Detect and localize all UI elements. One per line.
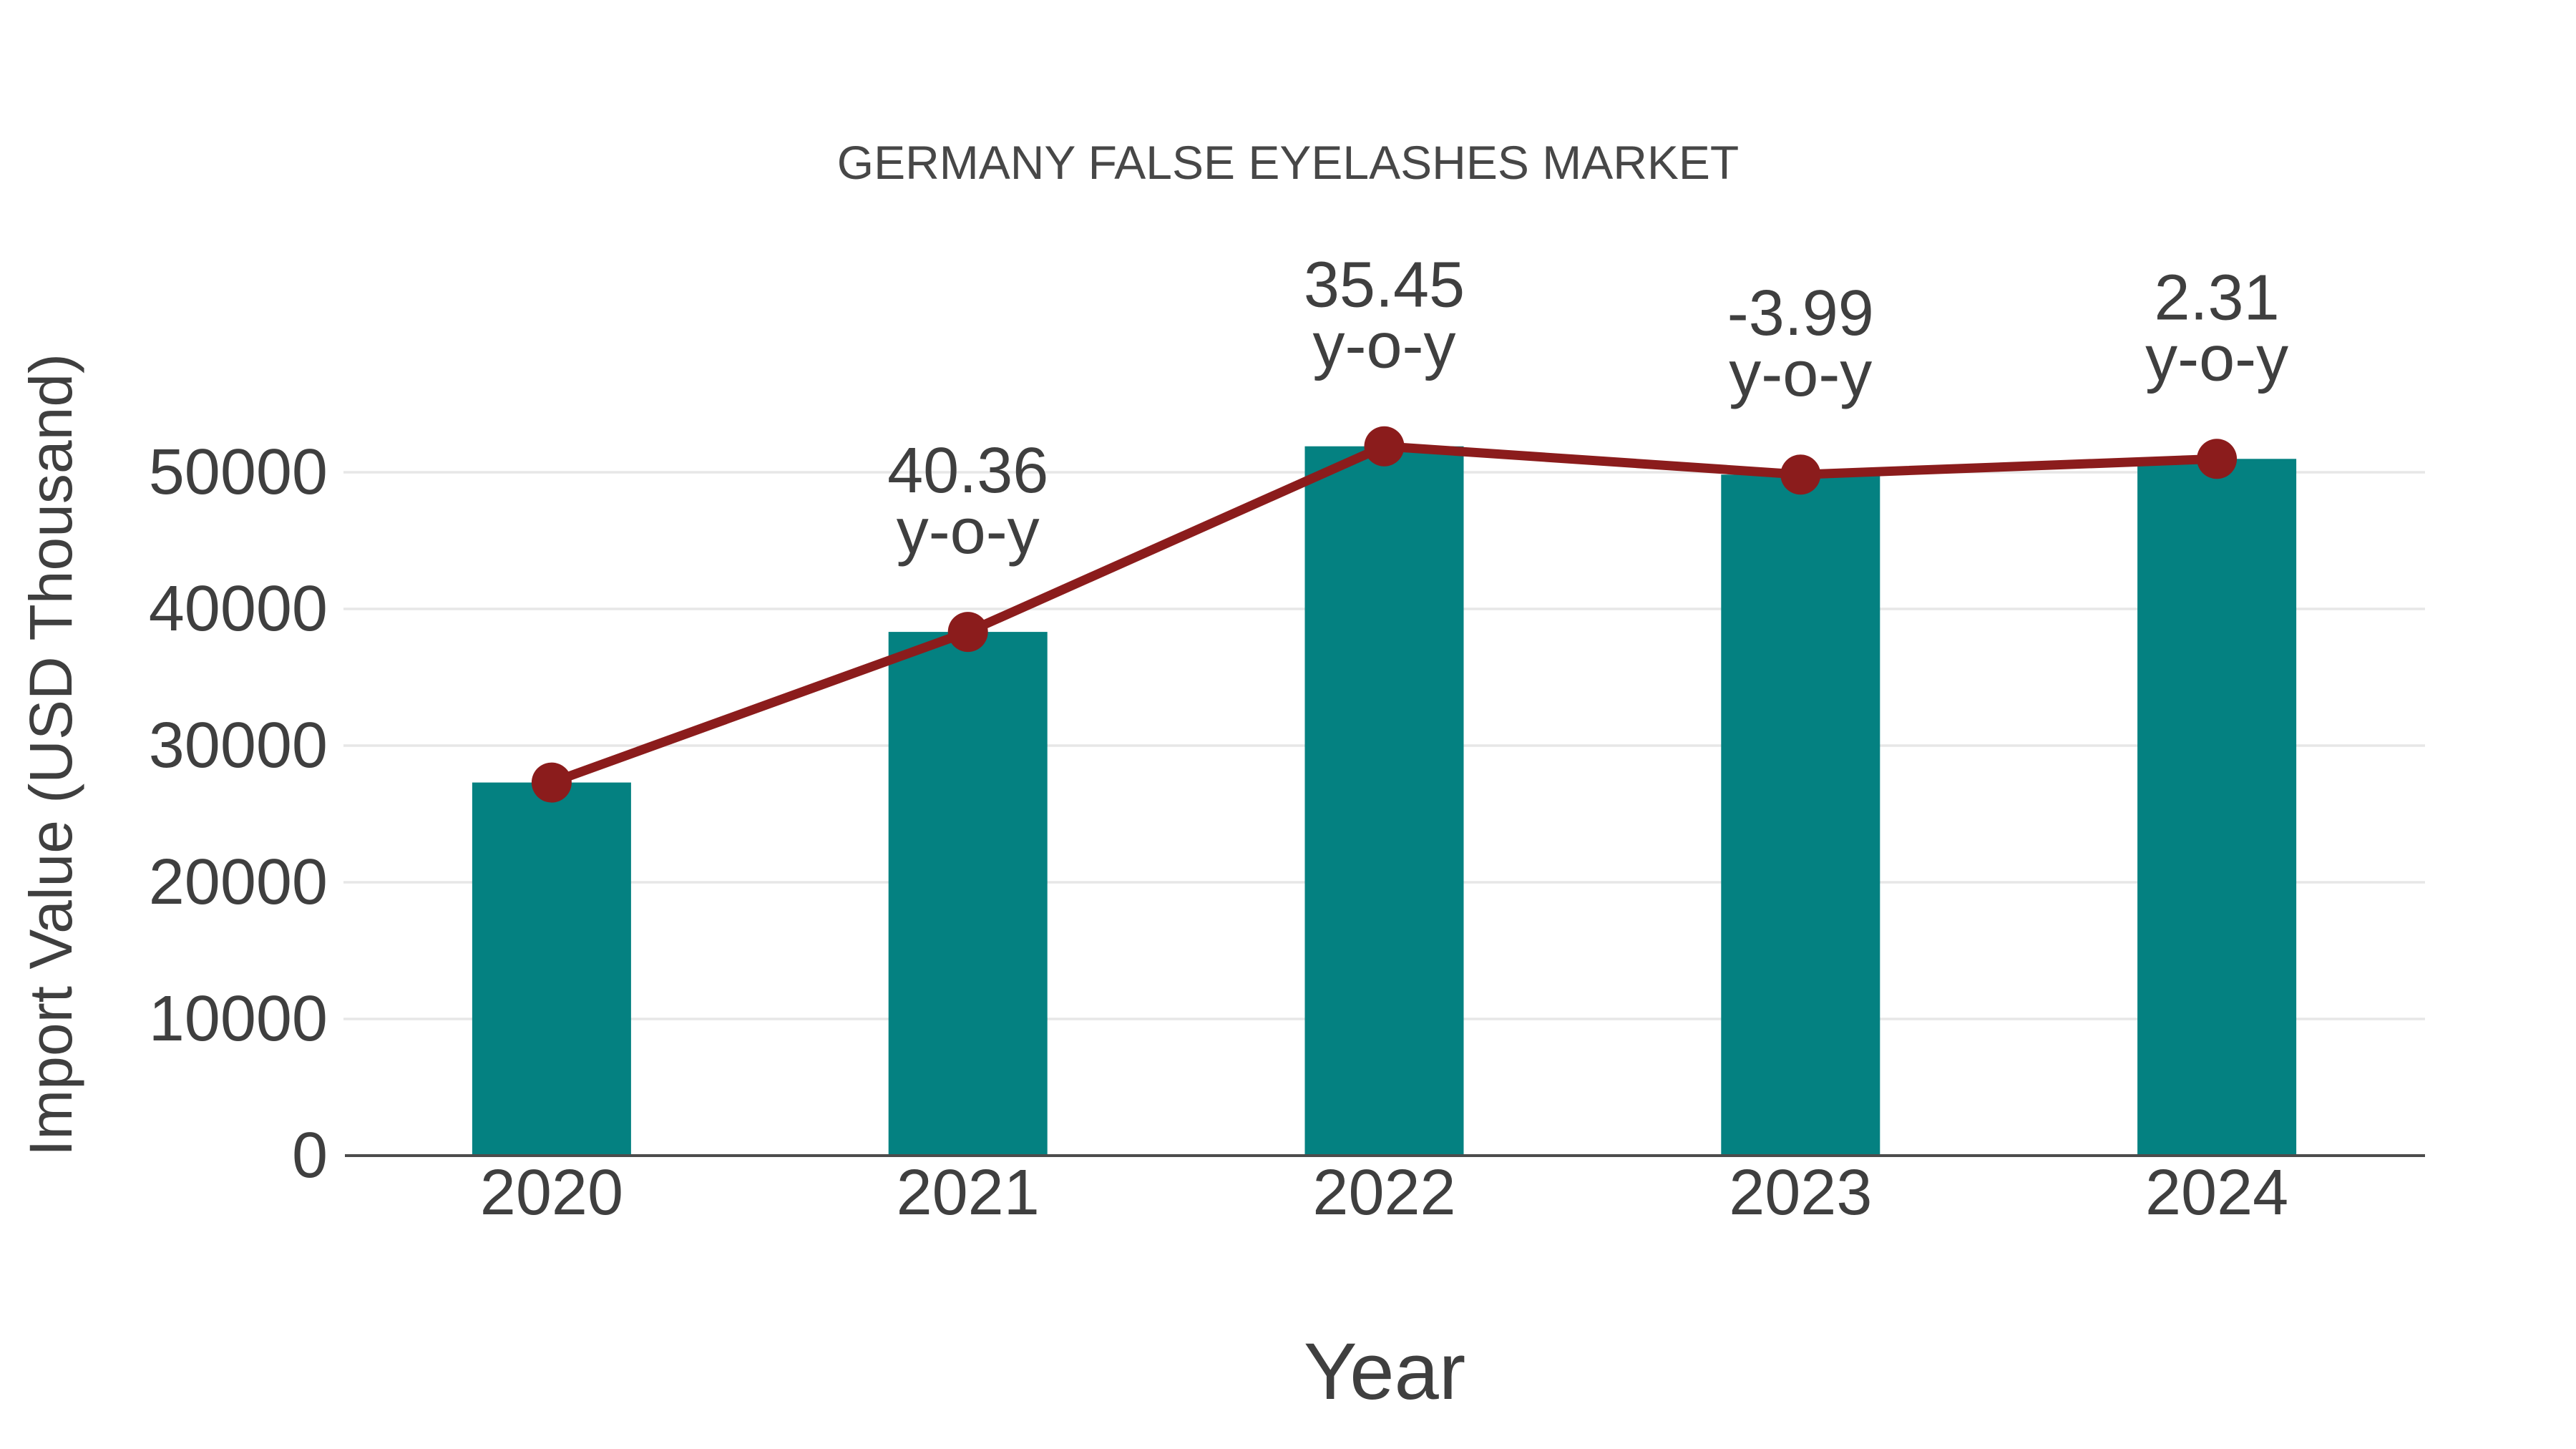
data-point-2024 <box>2197 439 2238 479</box>
chart-title: GERMANY FALSE EYELASHES MARKET <box>837 136 1740 189</box>
annotation-value-2023: -3.99 <box>1727 278 1874 349</box>
annotation-value-2022: 35.45 <box>1304 250 1465 321</box>
y-tick-label: 20000 <box>149 847 328 918</box>
data-point-2020 <box>531 762 572 803</box>
annotation-label-2023: y-o-y <box>1729 338 1872 410</box>
data-point-2022 <box>1364 426 1405 467</box>
trend-markers <box>531 426 2238 803</box>
data-point-2021 <box>947 612 988 653</box>
x-tick-label: 2020 <box>480 1157 623 1229</box>
annotation-label-2024: y-o-y <box>2145 323 2288 394</box>
x-tick-labels: 2020 2021 2022 2023 2024 <box>480 1157 2288 1229</box>
data-point-2023 <box>1780 454 1821 495</box>
annotation-value-2024: 2.31 <box>2155 262 2280 333</box>
y-tick-label: 30000 <box>149 710 328 781</box>
x-tick-label: 2021 <box>897 1157 1040 1229</box>
x-tick-label: 2024 <box>2145 1157 2288 1229</box>
y-tick-label: 50000 <box>149 436 328 508</box>
x-axis-title: Year <box>1304 1327 1465 1416</box>
annotations: 40.36y-o-y35.45y-o-y -3.99y-o-y2.31y-o-y <box>887 250 2288 567</box>
x-tick-label: 2023 <box>1729 1157 1872 1229</box>
bar-2023 <box>1721 474 1880 1156</box>
bar-2021 <box>888 632 1048 1156</box>
bars <box>472 446 2297 1156</box>
annotation-label-2022: y-o-y <box>1313 311 1456 382</box>
y-tick-labels: 0 10000 20000 30000 40000 50000 <box>149 436 328 1191</box>
y-axis-title: Import Value (USD Thousand) <box>17 353 84 1156</box>
y-tick-label: 40000 <box>149 573 328 645</box>
x-tick-label: 2022 <box>1312 1157 1455 1229</box>
annotation-value-2021: 40.36 <box>887 435 1048 507</box>
annotation-label-2021: y-o-y <box>897 496 1040 567</box>
y-tick-label: 0 <box>292 1120 328 1191</box>
bar-2024 <box>2137 459 2297 1156</box>
bar-2020 <box>472 782 631 1156</box>
y-tick-label: 10000 <box>149 983 328 1055</box>
bar-2022 <box>1304 446 1464 1156</box>
